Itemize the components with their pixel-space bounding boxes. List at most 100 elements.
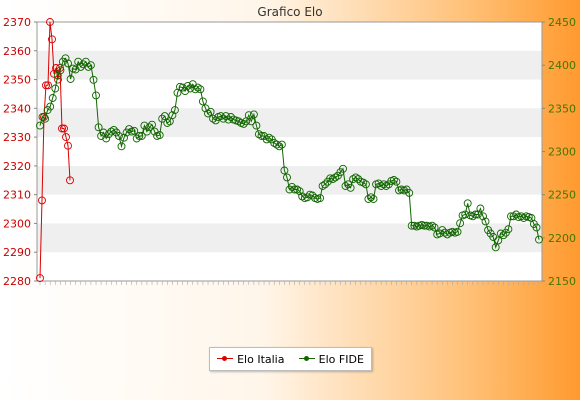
data-point-elo-fide[interactable] bbox=[92, 91, 100, 100]
data-point-elo-fide[interactable] bbox=[193, 83, 202, 92]
data-point-elo-fide[interactable] bbox=[507, 212, 515, 221]
data-point-elo-fide[interactable] bbox=[407, 221, 416, 230]
data-point-elo-fide[interactable] bbox=[71, 65, 80, 74]
data-point-elo-fide[interactable] bbox=[66, 75, 75, 83]
data-point-elo-fide[interactable] bbox=[443, 230, 452, 239]
data-point-elo-fide[interactable] bbox=[219, 114, 228, 123]
data-point-elo-fide[interactable] bbox=[509, 212, 518, 221]
data-point-elo-fide[interactable] bbox=[104, 130, 113, 139]
data-point-elo-fide[interactable] bbox=[293, 185, 302, 194]
data-point-elo-fide[interactable] bbox=[198, 97, 207, 106]
data-point-elo-fide[interactable] bbox=[155, 131, 164, 140]
data-point-elo-fide[interactable] bbox=[382, 182, 391, 190]
data-point-elo-fide[interactable] bbox=[53, 71, 62, 80]
data-point-elo-fide[interactable] bbox=[262, 135, 271, 144]
data-point-elo-italia[interactable] bbox=[50, 69, 58, 78]
data-point-elo-fide[interactable] bbox=[145, 123, 154, 132]
data-point-elo-fide[interactable] bbox=[209, 114, 218, 123]
data-point-elo-fide[interactable] bbox=[295, 187, 304, 196]
data-point-elo-fide[interactable] bbox=[532, 223, 541, 232]
data-point-elo-fide[interactable] bbox=[420, 221, 429, 230]
data-point-elo-fide[interactable] bbox=[283, 173, 291, 182]
data-point-elo-fide[interactable] bbox=[476, 204, 485, 213]
data-point-elo-fide[interactable] bbox=[280, 166, 289, 175]
data-point-elo-italia[interactable] bbox=[64, 141, 72, 150]
data-point-elo-fide[interactable] bbox=[125, 125, 134, 134]
data-point-elo-fide[interactable] bbox=[168, 111, 177, 120]
data-point-elo-fide[interactable] bbox=[479, 212, 487, 221]
data-point-elo-fide[interactable] bbox=[494, 236, 503, 245]
data-point-elo-fide[interactable] bbox=[114, 132, 123, 140]
data-point-elo-fide[interactable] bbox=[519, 214, 528, 222]
data-point-elo-fide[interactable] bbox=[346, 183, 355, 192]
data-point-elo-fide[interactable] bbox=[148, 120, 156, 129]
data-point-elo-fide[interactable] bbox=[456, 219, 465, 228]
data-point-elo-italia[interactable] bbox=[60, 124, 68, 133]
data-point-elo-fide[interactable] bbox=[440, 228, 449, 237]
data-point-elo-fide[interactable] bbox=[48, 94, 57, 102]
data-point-elo-fide[interactable] bbox=[321, 180, 330, 189]
data-point-elo-fide[interactable] bbox=[160, 112, 169, 121]
data-point-elo-italia[interactable] bbox=[36, 274, 44, 283]
data-point-elo-italia[interactable] bbox=[58, 124, 66, 133]
data-point-elo-fide[interactable] bbox=[206, 107, 215, 116]
data-point-elo-fide[interactable] bbox=[512, 210, 521, 219]
data-point-elo-fide[interactable] bbox=[142, 127, 151, 136]
data-point-elo-fide[interactable] bbox=[46, 102, 55, 111]
data-point-elo-fide[interactable] bbox=[89, 75, 98, 84]
data-point-elo-fide[interactable] bbox=[468, 212, 477, 221]
data-point-elo-fide[interactable] bbox=[196, 85, 205, 94]
data-point-elo-fide[interactable] bbox=[61, 54, 70, 63]
data-point-elo-italia[interactable] bbox=[52, 64, 60, 72]
data-point-elo-fide[interactable] bbox=[349, 175, 358, 184]
data-point-elo-fide[interactable] bbox=[361, 180, 370, 189]
data-point-elo-fide[interactable] bbox=[234, 117, 243, 126]
data-point-elo-italia[interactable] bbox=[38, 196, 46, 205]
legend-item-elo-italia[interactable]: Elo Italia bbox=[217, 353, 284, 366]
data-point-elo-fide[interactable] bbox=[135, 132, 144, 140]
data-point-elo-fide[interactable] bbox=[56, 66, 65, 75]
data-point-elo-fide[interactable] bbox=[517, 212, 526, 221]
data-point-elo-fide[interactable] bbox=[535, 235, 543, 244]
data-point-elo-fide[interactable] bbox=[303, 193, 312, 202]
data-point-elo-fide[interactable] bbox=[298, 192, 307, 201]
data-point-elo-italia[interactable] bbox=[62, 133, 70, 142]
data-point-elo-fide[interactable] bbox=[130, 126, 139, 135]
data-point-elo-fide[interactable] bbox=[463, 199, 472, 208]
data-point-elo-fide[interactable] bbox=[265, 133, 274, 142]
data-point-elo-fide[interactable] bbox=[183, 81, 192, 90]
data-point-elo-fide[interactable] bbox=[107, 127, 116, 136]
data-point-elo-fide[interactable] bbox=[392, 177, 401, 186]
data-point-elo-fide[interactable] bbox=[496, 229, 505, 238]
data-point-elo-fide[interactable] bbox=[405, 188, 414, 197]
data-point-elo-fide[interactable] bbox=[132, 134, 141, 143]
data-point-elo-italia[interactable] bbox=[44, 81, 52, 90]
data-point-elo-fide[interactable] bbox=[369, 195, 378, 203]
data-point-elo-fide[interactable] bbox=[499, 231, 508, 240]
data-point-elo-fide[interactable] bbox=[102, 134, 111, 143]
data-point-elo-fide[interactable] bbox=[351, 173, 360, 182]
data-point-elo-fide[interactable] bbox=[504, 225, 513, 234]
data-point-elo-italia[interactable] bbox=[42, 81, 50, 90]
data-point-elo-fide[interactable] bbox=[275, 142, 284, 151]
data-point-elo-fide[interactable] bbox=[453, 227, 462, 236]
data-point-elo-fide[interactable] bbox=[216, 112, 225, 121]
data-point-elo-fide[interactable] bbox=[84, 62, 93, 71]
data-point-elo-fide[interactable] bbox=[471, 210, 480, 219]
data-point-elo-fide[interactable] bbox=[288, 182, 296, 191]
data-point-elo-fide[interactable] bbox=[224, 115, 233, 124]
data-point-elo-fide[interactable] bbox=[181, 87, 190, 96]
data-point-elo-fide[interactable] bbox=[367, 193, 375, 202]
data-point-elo-fide[interactable] bbox=[109, 125, 118, 134]
data-point-elo-fide[interactable] bbox=[117, 142, 126, 151]
data-point-elo-fide[interactable] bbox=[186, 84, 195, 93]
data-point-elo-fide[interactable] bbox=[377, 182, 386, 190]
data-point-elo-fide[interactable] bbox=[170, 106, 179, 115]
legend-item-elo-fide[interactable]: Elo FIDE bbox=[298, 353, 364, 366]
data-point-elo-fide[interactable] bbox=[318, 182, 327, 190]
data-point-elo-fide[interactable] bbox=[64, 59, 72, 68]
data-point-elo-fide[interactable] bbox=[341, 182, 350, 190]
data-point-elo-italia[interactable] bbox=[46, 18, 54, 26]
data-point-elo-fide[interactable] bbox=[290, 185, 299, 194]
data-point-elo-fide[interactable] bbox=[438, 226, 447, 235]
